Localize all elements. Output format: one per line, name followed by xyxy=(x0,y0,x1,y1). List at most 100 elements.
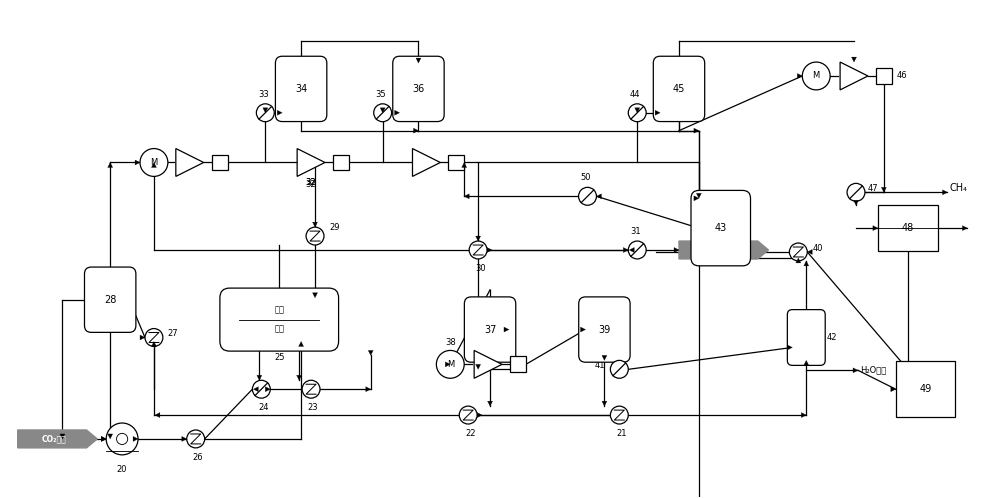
Polygon shape xyxy=(313,222,318,227)
Polygon shape xyxy=(477,412,482,417)
Polygon shape xyxy=(313,293,318,298)
Polygon shape xyxy=(596,194,601,199)
Text: 40: 40 xyxy=(812,244,823,252)
Polygon shape xyxy=(297,148,325,176)
Polygon shape xyxy=(804,361,809,366)
Polygon shape xyxy=(581,327,586,332)
Text: 48: 48 xyxy=(902,223,914,233)
Text: 26: 26 xyxy=(192,453,203,462)
FancyBboxPatch shape xyxy=(579,297,630,362)
Polygon shape xyxy=(257,375,262,380)
Circle shape xyxy=(628,104,646,122)
Circle shape xyxy=(579,187,596,205)
Bar xyxy=(876,68,892,84)
Polygon shape xyxy=(629,248,634,252)
Polygon shape xyxy=(602,356,607,361)
Text: 32: 32 xyxy=(306,178,316,187)
Circle shape xyxy=(256,104,274,122)
Polygon shape xyxy=(155,412,160,417)
Text: 39: 39 xyxy=(598,325,611,335)
Polygon shape xyxy=(787,345,792,350)
Text: 41: 41 xyxy=(595,361,605,370)
Text: M: M xyxy=(150,158,158,167)
Polygon shape xyxy=(602,401,607,406)
Polygon shape xyxy=(412,148,440,176)
Circle shape xyxy=(459,406,477,424)
Polygon shape xyxy=(176,148,204,176)
Polygon shape xyxy=(943,190,947,195)
Polygon shape xyxy=(108,434,113,439)
Polygon shape xyxy=(263,108,268,113)
Polygon shape xyxy=(464,194,469,199)
Polygon shape xyxy=(796,258,801,263)
FancyBboxPatch shape xyxy=(787,310,825,366)
Text: 阴极: 阴极 xyxy=(274,325,284,334)
Polygon shape xyxy=(151,342,156,347)
Text: 48: 48 xyxy=(894,227,906,237)
Text: 34: 34 xyxy=(295,84,307,94)
Text: 35: 35 xyxy=(375,90,386,99)
Polygon shape xyxy=(413,128,418,133)
Polygon shape xyxy=(277,110,282,115)
Circle shape xyxy=(610,361,628,378)
Text: CO₂进料: CO₂进料 xyxy=(41,434,66,443)
Polygon shape xyxy=(801,412,806,417)
Polygon shape xyxy=(804,261,809,266)
Polygon shape xyxy=(182,436,187,441)
FancyBboxPatch shape xyxy=(464,297,516,362)
FancyArrow shape xyxy=(679,241,768,259)
Polygon shape xyxy=(487,248,492,252)
Text: 24: 24 xyxy=(258,403,269,412)
Polygon shape xyxy=(694,196,699,201)
Circle shape xyxy=(847,183,865,201)
Polygon shape xyxy=(380,108,385,113)
Polygon shape xyxy=(488,401,493,406)
Bar xyxy=(448,154,464,170)
Polygon shape xyxy=(395,110,400,115)
Text: 37: 37 xyxy=(484,325,496,335)
Polygon shape xyxy=(476,236,481,241)
Polygon shape xyxy=(101,436,106,441)
Text: 47: 47 xyxy=(868,184,879,193)
Text: 43: 43 xyxy=(715,223,727,233)
Text: 23: 23 xyxy=(308,403,318,412)
Text: 20: 20 xyxy=(117,465,127,474)
Text: 44: 44 xyxy=(630,90,640,99)
Circle shape xyxy=(106,423,138,455)
Circle shape xyxy=(117,433,128,445)
Text: 45: 45 xyxy=(673,84,685,94)
Polygon shape xyxy=(891,387,896,392)
Text: 21: 21 xyxy=(616,429,627,438)
Text: 29: 29 xyxy=(329,223,339,232)
Polygon shape xyxy=(655,110,660,115)
Circle shape xyxy=(306,227,324,245)
Text: H₂O进料: H₂O进料 xyxy=(860,366,886,375)
Polygon shape xyxy=(854,200,858,205)
Text: 42: 42 xyxy=(826,333,837,342)
Text: 50: 50 xyxy=(580,173,591,182)
Text: 32: 32 xyxy=(306,178,316,187)
Circle shape xyxy=(789,243,807,261)
Bar xyxy=(878,205,938,251)
Text: 32: 32 xyxy=(306,180,316,189)
Text: CH₄: CH₄ xyxy=(949,183,967,193)
Bar xyxy=(212,154,228,170)
FancyArrow shape xyxy=(18,430,97,448)
Polygon shape xyxy=(797,74,802,79)
Polygon shape xyxy=(140,335,145,340)
Text: 46: 46 xyxy=(897,72,907,81)
Polygon shape xyxy=(462,162,467,167)
Text: 49: 49 xyxy=(919,384,932,394)
FancyBboxPatch shape xyxy=(220,288,339,351)
Circle shape xyxy=(610,406,628,424)
Polygon shape xyxy=(853,368,858,373)
FancyBboxPatch shape xyxy=(653,56,705,122)
Polygon shape xyxy=(674,248,679,252)
Polygon shape xyxy=(135,160,140,165)
Polygon shape xyxy=(962,226,967,231)
Polygon shape xyxy=(101,436,106,441)
Polygon shape xyxy=(416,58,421,63)
Polygon shape xyxy=(151,162,156,167)
Polygon shape xyxy=(265,387,270,392)
Polygon shape xyxy=(504,327,509,332)
